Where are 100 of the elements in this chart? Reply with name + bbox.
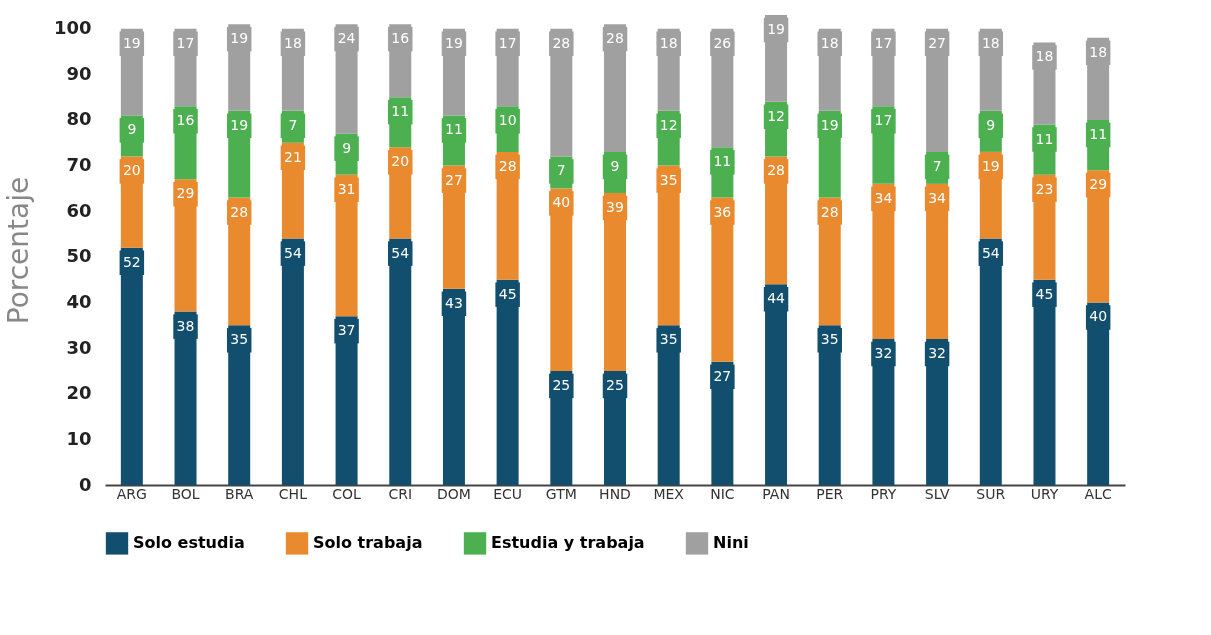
data-label: 7 bbox=[556, 162, 566, 179]
data-label: 7 bbox=[288, 116, 298, 133]
data-label: 11 bbox=[1089, 125, 1108, 142]
data-label: 35 bbox=[820, 331, 839, 348]
data-label: 11 bbox=[1035, 130, 1054, 147]
y-tick-label: 70 bbox=[66, 154, 92, 176]
data-label: 35 bbox=[659, 331, 678, 348]
data-label: 29 bbox=[1089, 176, 1108, 193]
data-label: 11 bbox=[445, 121, 463, 138]
data-label: 9 bbox=[986, 116, 996, 133]
y-tick-label: 0 bbox=[78, 473, 92, 495]
data-label: 19 bbox=[981, 157, 1000, 174]
y-tick-label: 90 bbox=[66, 62, 92, 84]
data-label: 29 bbox=[176, 185, 195, 202]
x-tick-label: CHL bbox=[278, 485, 308, 502]
x-tick-label: ALC bbox=[1084, 485, 1112, 502]
x-tick-label: MEX bbox=[653, 485, 685, 502]
data-label: 27 bbox=[713, 367, 732, 384]
data-label: 20 bbox=[122, 162, 141, 179]
data-label: 28 bbox=[230, 203, 249, 220]
data-label: 28 bbox=[498, 157, 517, 174]
data-label: 40 bbox=[1089, 308, 1108, 325]
legend-label: Solo estudia bbox=[133, 533, 245, 553]
data-label: 18 bbox=[1035, 48, 1054, 65]
data-label: 54 bbox=[391, 244, 410, 261]
x-tick-label: URY bbox=[1030, 485, 1059, 502]
data-label: 9 bbox=[127, 121, 137, 138]
data-label: 11 bbox=[391, 103, 410, 120]
data-label: 54 bbox=[981, 244, 1000, 261]
data-label: 35 bbox=[659, 171, 678, 188]
y-tick-label: 10 bbox=[66, 427, 92, 449]
data-label: 17 bbox=[498, 34, 517, 51]
data-label: 10 bbox=[498, 112, 517, 129]
data-label: 35 bbox=[230, 331, 249, 348]
data-label: 12 bbox=[659, 116, 678, 133]
x-tick-label: NIC bbox=[710, 485, 735, 502]
x-tick-label: PER bbox=[816, 485, 844, 502]
y-tick-label: 60 bbox=[66, 199, 92, 221]
data-label: 45 bbox=[1035, 285, 1054, 302]
data-label: 18 bbox=[1089, 43, 1108, 60]
y-tick-label: 40 bbox=[66, 290, 92, 312]
data-label: 7 bbox=[932, 157, 942, 174]
data-label: 19 bbox=[122, 34, 141, 51]
data-label: 38 bbox=[176, 317, 195, 334]
y-tick-label: 20 bbox=[66, 382, 92, 404]
data-label: 31 bbox=[337, 180, 356, 197]
data-label: 19 bbox=[230, 116, 249, 133]
data-label: 9 bbox=[610, 157, 620, 174]
data-label: 9 bbox=[342, 139, 352, 156]
data-label: 16 bbox=[176, 112, 195, 129]
data-label: 17 bbox=[176, 34, 195, 51]
data-label: 32 bbox=[874, 344, 893, 361]
data-label: 27 bbox=[445, 171, 463, 188]
x-tick-label: PRY bbox=[870, 485, 897, 502]
x-tick-label: SUR bbox=[976, 485, 1006, 502]
data-label: 25 bbox=[552, 376, 571, 393]
data-label: 19 bbox=[445, 34, 463, 51]
data-label: 28 bbox=[767, 162, 785, 179]
data-label: 28 bbox=[552, 34, 571, 51]
y-tick-label: 50 bbox=[66, 245, 92, 267]
y-tick-label: 100 bbox=[53, 17, 92, 39]
data-label: 20 bbox=[391, 153, 410, 170]
data-label: 18 bbox=[981, 34, 1000, 51]
y-axis-title: Porcentaje bbox=[1, 176, 35, 325]
data-label: 18 bbox=[659, 34, 678, 51]
x-tick-label: PAN bbox=[762, 485, 790, 502]
data-label: 19 bbox=[767, 21, 785, 37]
data-label: 27 bbox=[928, 34, 947, 51]
data-label: 32 bbox=[928, 344, 947, 361]
data-label: 12 bbox=[767, 107, 785, 124]
data-label: 24 bbox=[337, 30, 356, 47]
x-tick-label: COL bbox=[332, 485, 362, 502]
legend-label: Estudia y trabaja bbox=[491, 533, 645, 553]
data-label: 44 bbox=[767, 290, 786, 307]
data-label: 36 bbox=[713, 203, 732, 220]
data-label: 23 bbox=[1035, 180, 1054, 197]
data-label: 45 bbox=[498, 285, 517, 302]
data-label: 37 bbox=[337, 322, 356, 339]
data-label: 21 bbox=[283, 148, 302, 165]
x-tick-label: CRI bbox=[388, 485, 413, 502]
data-label: 34 bbox=[928, 189, 947, 206]
data-label: 40 bbox=[552, 194, 571, 211]
x-tick-label: HND bbox=[599, 485, 631, 502]
data-label: 34 bbox=[874, 189, 893, 206]
data-label: 25 bbox=[606, 376, 624, 393]
y-tick-label: 80 bbox=[66, 108, 92, 130]
data-label: 17 bbox=[874, 112, 893, 129]
data-label: 18 bbox=[283, 34, 302, 51]
data-label: 17 bbox=[874, 34, 893, 51]
data-label: 28 bbox=[606, 30, 624, 47]
data-label: 18 bbox=[820, 34, 839, 51]
legend-label: Nini bbox=[713, 533, 749, 553]
x-tick-label: DOM bbox=[437, 485, 471, 502]
data-label: 43 bbox=[445, 294, 463, 311]
data-label: 11 bbox=[713, 153, 732, 170]
data-label: 16 bbox=[391, 30, 410, 47]
data-label: 28 bbox=[820, 203, 839, 220]
x-tick-label: BRA bbox=[225, 485, 254, 502]
data-label: 52 bbox=[122, 253, 141, 270]
x-tick-label: GTM bbox=[545, 485, 577, 502]
